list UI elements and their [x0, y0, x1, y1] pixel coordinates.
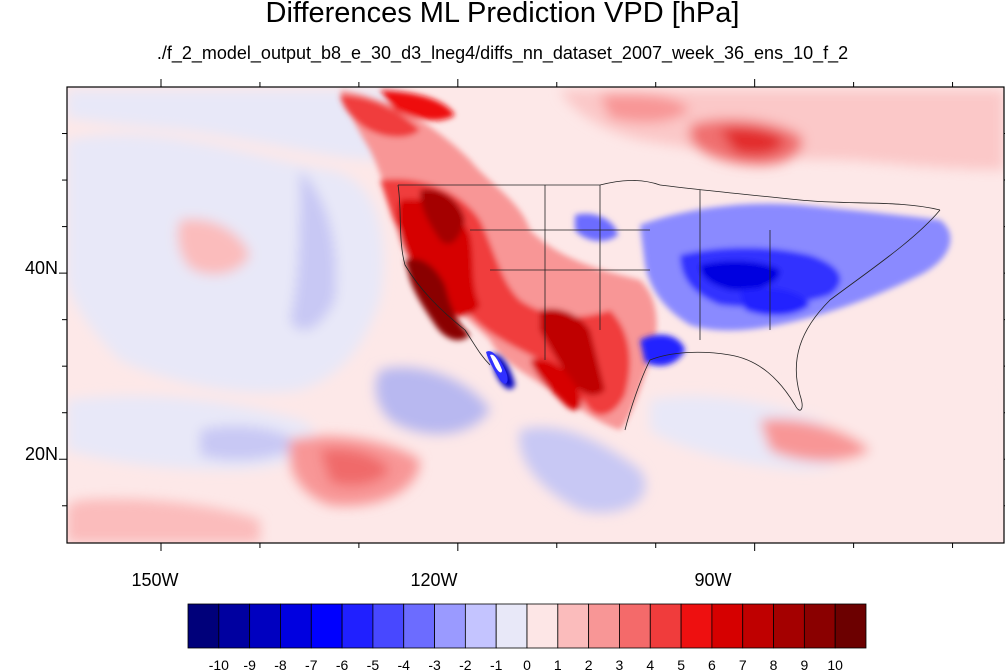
colorbar-label: -10: [209, 657, 229, 672]
lat-labels: 40N 20N: [25, 258, 58, 464]
lon-label-90w: 90W: [694, 570, 731, 590]
colorbar-label: 9: [800, 657, 808, 672]
colorbar-label: -8: [274, 657, 287, 672]
colorbar-label: -9: [243, 657, 256, 672]
colorbar-label: -2: [459, 657, 472, 672]
vpd-field: [67, 87, 1004, 543]
colorbar-label: -4: [398, 657, 411, 672]
colorbar-label: 2: [585, 657, 593, 672]
colorbar-label: -3: [428, 657, 441, 672]
colorbar-swatch: [773, 603, 805, 649]
lon-label-120w: 120W: [410, 570, 457, 590]
colorbar-swatch: [619, 603, 651, 649]
colorbar-labels: -10 -9 -8 -7 -6 -5 -4 -3 -2 -1 0 1 2 3 4 5 6 7 8 9 10: [209, 657, 843, 672]
colorbar-swatch: [280, 603, 312, 649]
colorbar-swatch: [403, 603, 435, 649]
colorbar-swatch: [434, 603, 466, 649]
colorbar-swatch: [495, 603, 528, 649]
colorbar-swatch: [218, 603, 251, 649]
lat-label-40n: 40N: [25, 258, 58, 278]
colorbar-label: -5: [367, 657, 380, 672]
colorbar-swatch: [803, 603, 836, 649]
colorbar-label: 3: [616, 657, 624, 672]
colorbar-label: 6: [708, 657, 716, 672]
colorbar-swatch: [187, 603, 220, 649]
lon-tick-marks: [160, 79, 954, 551]
colorbar-swatch: [834, 603, 867, 649]
colorbar-label: 8: [770, 657, 778, 672]
colorbar-swatch: [557, 603, 590, 649]
colorbar-swatch: [742, 603, 774, 649]
map-title: Differences ML Prediction VPD [hPa]: [265, 0, 740, 29]
colorbar-label: -1: [490, 657, 503, 672]
colorbar-swatch: [588, 603, 620, 649]
colorbar-swatch: [680, 603, 713, 649]
colorbar-swatch: [310, 603, 343, 649]
colorbar-swatch: [372, 603, 405, 649]
colorbar-swatch: [526, 603, 559, 649]
colorbar-label: 0: [523, 657, 531, 672]
colorbar-swatch: [649, 603, 682, 649]
colorbar-label: 10: [827, 657, 843, 672]
colorbar-label: 7: [739, 657, 747, 672]
map-subtitle: ./f_2_model_output_b8_e_30_d3_lneg4/diff…: [156, 43, 849, 63]
lat-label-20n: 20N: [25, 444, 58, 464]
map-frame: [66, 86, 1005, 544]
colorbar-label: 5: [677, 657, 685, 672]
colorbar: [187, 603, 867, 649]
colorbar-label: 1: [554, 657, 562, 672]
colorbar-swatch: [711, 603, 744, 649]
lon-label-150w: 150W: [131, 570, 178, 590]
colorbar-label: 4: [646, 657, 654, 672]
colorbar-label: -6: [336, 657, 349, 672]
colorbar-swatch: [249, 603, 281, 649]
lon-labels: 150W 120W 90W: [131, 570, 731, 590]
colorbar-swatch: [464, 603, 497, 649]
colorbar-swatch: [341, 603, 374, 649]
colorbar-label: -7: [305, 657, 318, 672]
